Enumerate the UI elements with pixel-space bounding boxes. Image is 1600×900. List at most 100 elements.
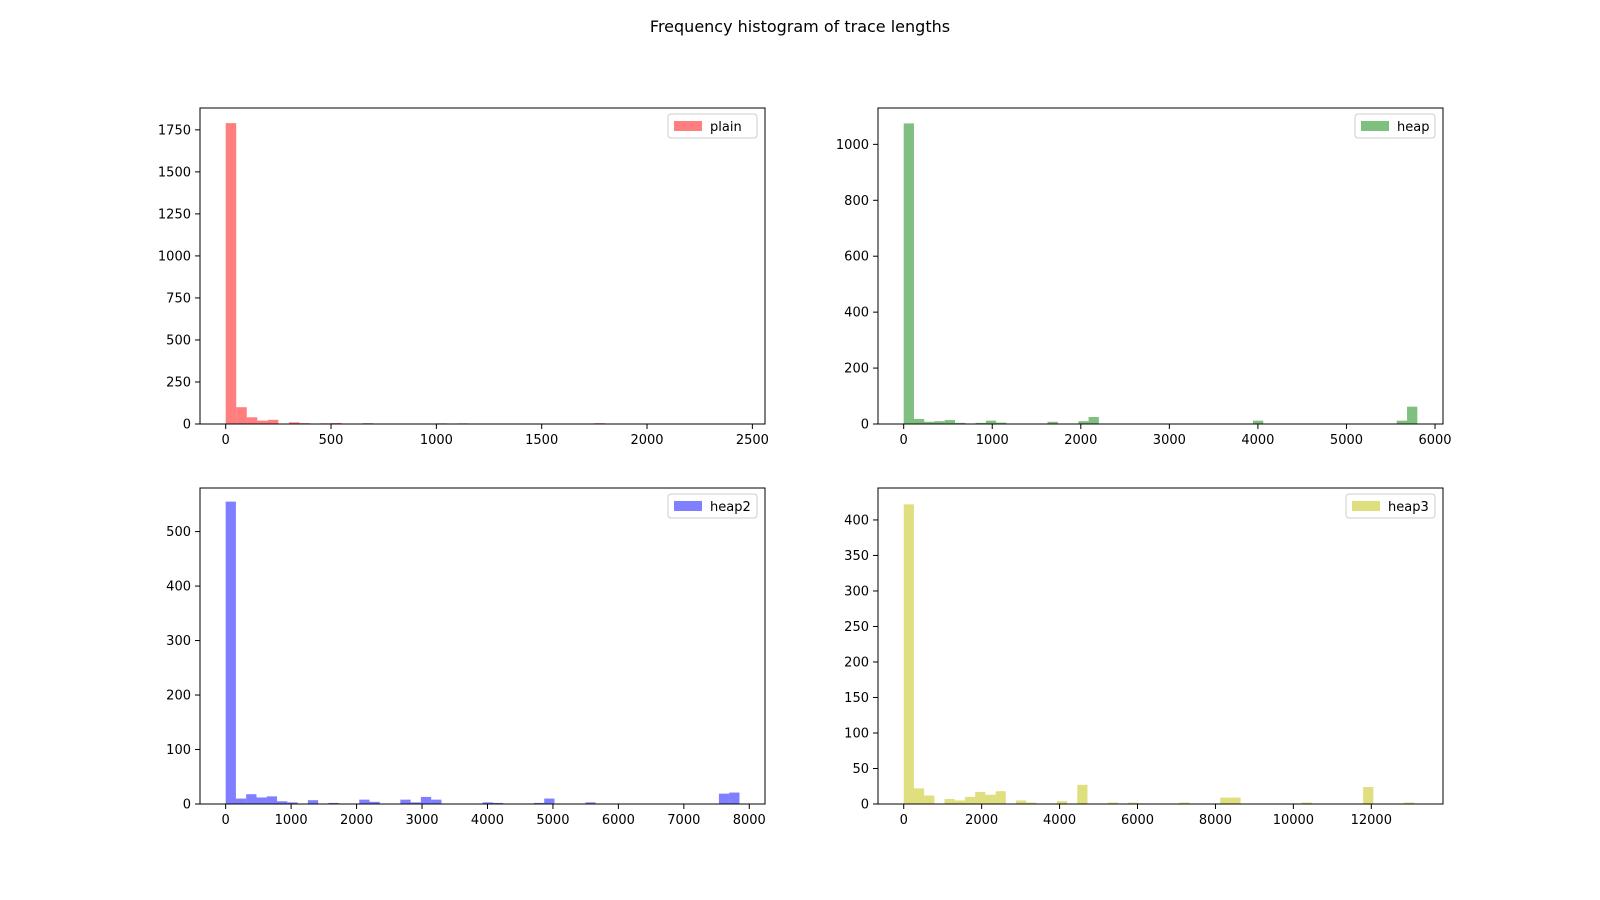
x-tick-label: 0 [222,813,230,828]
y-tick-label: 200 [844,362,869,377]
bar-heap2-12 [410,802,421,804]
bar-heap-4 [944,420,956,424]
y-tick-label: 400 [166,580,191,595]
bar-heap3-4 [954,800,965,804]
x-tick-label: 2000 [965,813,998,828]
y-tick-label: 200 [844,655,869,670]
y-tick-label: 50 [852,762,869,777]
bar-heap-3 [934,421,945,424]
bar-heap2-20 [718,793,730,804]
x-tick-label: 6000 [602,813,635,828]
x-tick-label: 4000 [1043,813,1076,828]
bar-heap3-8 [995,791,1006,804]
bar-heap3-11 [1056,801,1068,804]
bar-plain-2 [246,417,258,424]
bar-heap-9 [1047,421,1058,424]
legend-label: heap [1397,120,1429,135]
figure-title: Frequency histogram of trace lengths [650,17,950,36]
legend-swatch [674,121,702,131]
subplot-plain: 0 500 1000 1500 2000 2500 0 250 500 750 1000 1250 15… [158,107,769,448]
x-tick-label: 4000 [1241,433,1274,448]
bar-heap3-1 [913,788,925,804]
bar-heap-11 [1088,417,1099,424]
bar-heap3-2 [924,795,935,804]
y-tick-label: 300 [166,634,191,649]
bar-heap-7 [985,420,997,424]
bar-heap-12 [1252,420,1264,424]
legend-label: heap3 [1388,500,1429,515]
legend-swatch [674,501,702,511]
y-tick-label: 100 [844,726,869,741]
subplot-heap: 0 1000 2000 3000 4000 5000 6000 0 200 400 600 800 10… [836,107,1452,448]
y-tick-label: 1000 [836,138,869,153]
legend-swatch [1352,501,1380,511]
legend-box [1354,113,1436,139]
bar-heap2-7 [307,800,319,804]
x-tick-label: 2500 [736,433,769,448]
y-tick-label: 250 [844,620,869,635]
y-tick-label: 250 [166,375,191,390]
x-tick-label: 1500 [525,433,558,448]
bar-heap3-16 [1220,797,1231,804]
x-tick-label: 8000 [1199,813,1232,828]
bar-heap2-19 [585,802,596,804]
bar-heap3-17 [1230,797,1241,804]
legend-box [667,113,758,139]
bar-heap2-11 [400,799,411,804]
bar-heap3-5 [964,796,976,804]
bar-heap2-2 [246,794,257,804]
x-tick-label: 1000 [420,433,453,448]
x-tick-label: 4000 [471,813,504,828]
x-tick-label: 5000 [1330,433,1363,448]
subplot-heap3: 0 2000 4000 6000 8000 10000 12000 0 50 100 150 200 2… [844,487,1444,828]
bar-plain-1 [236,407,247,424]
bar-heap2-8 [328,802,339,804]
y-tick-label: 600 [844,250,869,265]
bar-heap2-18 [544,798,555,804]
subplot-heap2: 0 1000 2000 3000 4000 5000 6000 7000 8000 0 100 200… [166,487,766,828]
bar-heap2-1 [235,798,247,804]
bar-heap-1 [913,418,925,424]
x-tick-label: 0 [222,433,230,448]
x-tick-label: 2000 [340,813,373,828]
bar-heap3-12 [1077,784,1088,804]
bar-heap-10 [1078,421,1089,424]
bar-heap3-6 [975,791,986,804]
y-tick-label: 1500 [158,165,191,180]
bar-heap3-10 [1026,802,1037,804]
legend-box [1345,493,1436,519]
bar-heap2-10 [369,801,380,804]
x-tick-label: 0 [900,813,908,828]
y-tick-label: 1750 [158,123,191,138]
x-tick-label: 2000 [630,433,663,448]
bar-plain-8 [331,422,342,424]
y-tick-label: 0 [183,418,191,433]
x-tick-label: 3000 [405,813,438,828]
y-tick-label: 0 [183,798,191,813]
bar-heap2-13 [420,796,432,804]
bar-heap-13 [1396,420,1408,424]
legend: heap3 [1345,493,1436,519]
x-tick-label: 10000 [1273,813,1314,828]
x-tick-label: 2000 [1064,433,1097,448]
x-tick-label: 6000 [1418,433,1451,448]
bar-plain-5 [288,422,300,424]
bar-heap3-14 [1128,802,1139,804]
axes-frame [199,107,766,425]
y-tick-label: 350 [844,549,869,564]
bar-heap-6 [975,422,986,424]
bar-heap-2 [924,421,935,424]
x-tick-label: 500 [319,433,344,448]
bar-heap2-6 [287,802,298,804]
axes-frame [877,107,1444,425]
y-tick-label: 400 [844,306,869,321]
x-tick-label: 12000 [1351,813,1392,828]
y-tick-label: 100 [166,743,191,758]
y-tick-label: 750 [166,291,191,306]
y-tick-label: 500 [166,525,191,540]
y-tick-label: 400 [844,513,869,528]
y-tick-label: 300 [844,584,869,599]
bar-heap3-19 [1363,786,1374,804]
bar-heap2-17 [533,802,545,804]
x-tick-label: 7000 [667,813,700,828]
